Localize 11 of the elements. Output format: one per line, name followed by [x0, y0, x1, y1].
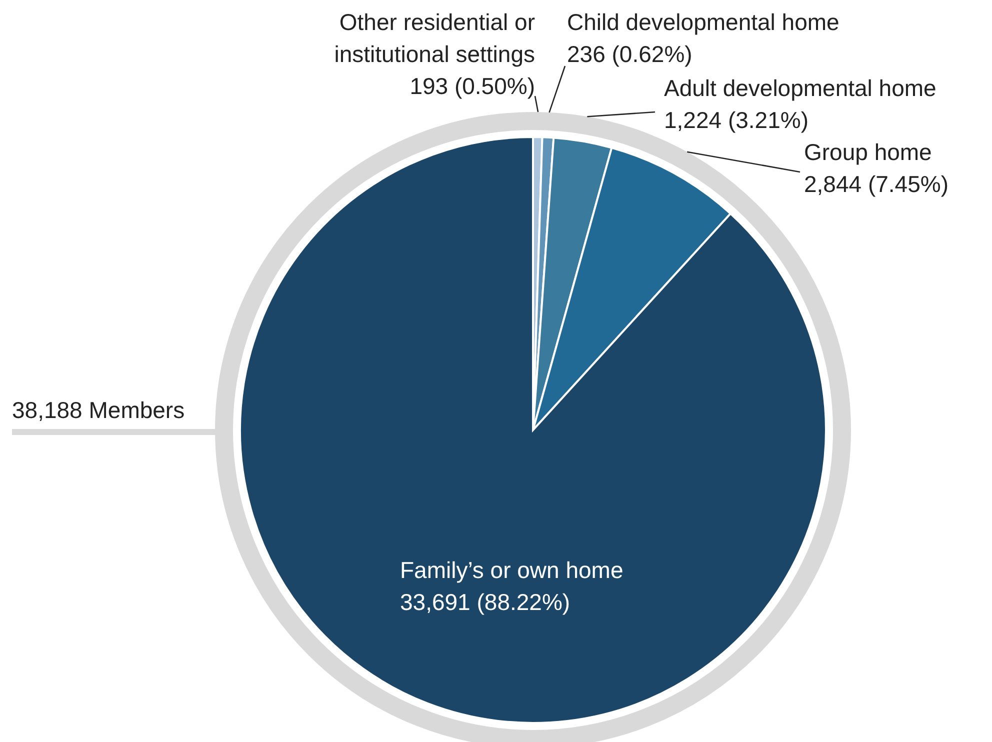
data-label: 193 (0.50%): [410, 73, 535, 99]
data-label: 236 (0.62%): [567, 41, 692, 67]
slice-label: Group home: [804, 139, 932, 165]
slice-label: Family’s or own home: [400, 557, 624, 583]
text: 38,188 Members: [12, 397, 185, 423]
slice-label: Other residential or institutional settings: [334, 9, 536, 67]
data-label: 1,224 (3.21%): [664, 107, 808, 133]
data-label: 2,844 (7.45%): [804, 171, 948, 197]
slice-label: Child developmental home: [567, 9, 840, 35]
slice-label: Adult developmental home: [664, 75, 936, 101]
data-label: 33,691 (88.22%): [400, 589, 570, 615]
